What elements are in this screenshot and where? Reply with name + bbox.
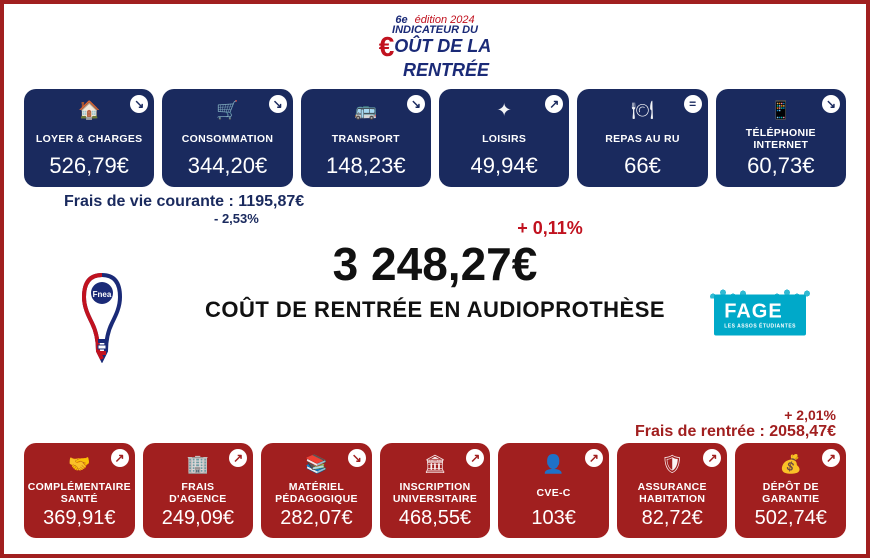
card-icon: 🛒 [216, 99, 238, 123]
header-logo: 6e édition 2024 INDICATEUR DU € OÛT DE L… [24, 14, 846, 81]
card-value: 468,55€ [399, 507, 471, 530]
bottom-cards-row: ↗ 🤝 COMPLÉMENTAIRE SANTÉ369,91€ ↗ 🏢 FRAIS D'A… [24, 443, 846, 538]
cost-card: ↘ 🚌 TRANSPORT148,23€ [301, 89, 431, 187]
top-cards-row: ↘ 🏠 LOYER & CHARGES526,79€ ↘ 🛒 CONSOMMATION34… [24, 89, 846, 187]
trend-badge: ↗ [111, 449, 129, 467]
cost-card: ↘ 📱 TÉLÉPHONIE INTERNET60,73€ [716, 89, 846, 187]
cost-card: ↘ 🏠 LOYER & CHARGES526,79€ [24, 89, 154, 187]
cost-card: ↗ 🏛 INSCRIPTION UNIVERSITAIRE468,55€ [380, 443, 491, 538]
card-value: 502,74€ [755, 507, 827, 530]
card-value: 369,91€ [43, 507, 115, 530]
card-label: CONSOMMATION [182, 127, 273, 151]
card-icon: 📚 [305, 453, 327, 477]
card-icon: 🏠 [78, 99, 100, 123]
fage-subtext: LES ASSOS ÉTUDIANTES [724, 323, 796, 329]
card-label: MATÉRIEL PÉDAGOGIQUE [275, 481, 358, 505]
trend-badge: ↗ [822, 449, 840, 467]
trend-badge: ↘ [269, 95, 287, 113]
euro-icon: € [379, 36, 395, 58]
trend-badge: ↘ [822, 95, 840, 113]
subtotal-top-label: Frais de vie courante : 1195,87€ [64, 193, 304, 210]
card-label: DÉPÔT DE GARANTIE [762, 481, 819, 505]
card-value: 344,20€ [188, 153, 268, 179]
subtotal-bottom-label: Frais de rentrée : 2058,47€ [635, 423, 836, 441]
header-indicator: INDICATEUR DU [24, 24, 846, 36]
card-value: 66€ [624, 153, 661, 179]
card-value: 148,23€ [326, 153, 406, 179]
card-icon: 🚌 [355, 99, 377, 123]
trend-badge: ↗ [229, 449, 247, 467]
cost-card: ↗ 💰 DÉPÔT DE GARANTIE502,74€ [735, 443, 846, 538]
card-value: 82,72€ [642, 507, 703, 530]
fage-logo: FAGE LES ASSOS ÉTUDIANTES [714, 294, 806, 335]
cost-card: ↘ 📚 MATÉRIEL PÉDAGOGIQUE282,07€ [261, 443, 372, 538]
trend-badge: ↗ [466, 449, 484, 467]
trend-badge: ↘ [407, 95, 425, 113]
card-icon: 🏛 [424, 453, 447, 477]
header-line2: € OÛT DE LA [379, 36, 492, 58]
card-value: 282,07€ [280, 507, 352, 530]
card-icon: 🍽 [631, 99, 654, 123]
trend-badge: = [684, 95, 702, 113]
card-value: 60,73€ [747, 153, 814, 179]
card-label: TRANSPORT [332, 127, 400, 151]
card-label: CVE-C [537, 481, 571, 505]
trend-badge: ↘ [130, 95, 148, 113]
header-line2-text: OÛT DE LA [394, 37, 491, 57]
card-value: 249,09€ [162, 507, 234, 530]
trend-badge: ↗ [703, 449, 721, 467]
total-value: 3 248,27€ [24, 237, 846, 291]
card-label: COMPLÉMENTAIRE SANTÉ [28, 481, 131, 505]
trend-badge: ↗ [585, 449, 603, 467]
header-line3: RENTRÉE [46, 61, 846, 81]
cost-card: ↗ 👤 CVE-C103€ [498, 443, 609, 538]
cost-card: ↗ ✦ LOISIRS49,94€ [439, 89, 569, 187]
card-icon: 🤝 [68, 453, 90, 477]
card-value: 49,94€ [471, 153, 538, 179]
trend-badge: ↗ [545, 95, 563, 113]
svg-text:Fnea: Fnea [93, 290, 112, 299]
trend-badge: ↘ [348, 449, 366, 467]
fage-text: FAGE [724, 300, 782, 322]
cost-card: ↗ 🛡 ASSURANCE HABITATION82,72€ [617, 443, 728, 538]
card-icon: 👤 [542, 453, 564, 477]
subtotal-bottom: + 2,01% Frais de rentrée : 2058,47€ [635, 407, 836, 441]
card-label: FRAIS D'AGENCE [169, 481, 226, 505]
cost-card: = 🍽 REPAS AU RU66€ [577, 89, 707, 187]
cost-card: ↗ 🏢 FRAIS D'AGENCE249,09€ [143, 443, 254, 538]
card-icon: 🏢 [187, 453, 209, 477]
card-label: LOYER & CHARGES [36, 127, 143, 151]
card-value: 103€ [531, 507, 576, 530]
card-label: TÉLÉPHONIE INTERNET [720, 127, 842, 151]
subtotal-bottom-pct: + 2,01% [635, 407, 836, 423]
infographic-frame: 6e édition 2024 INDICATEUR DU € OÛT DE L… [0, 0, 870, 558]
cost-card: ↗ 🤝 COMPLÉMENTAIRE SANTÉ369,91€ [24, 443, 135, 538]
card-label: REPAS AU RU [605, 127, 679, 151]
fnea-logo: Fnea [74, 267, 130, 363]
card-icon: 🛡 [661, 453, 684, 477]
card-icon: 💰 [780, 453, 802, 477]
total-pct: + 0,11% [517, 218, 583, 239]
card-icon: ✦ [497, 99, 512, 123]
card-icon: 📱 [770, 99, 792, 123]
card-label: INSCRIPTION UNIVERSITAIRE [393, 481, 477, 505]
card-label: LOISIRS [482, 127, 526, 151]
fage-badge: FAGE LES ASSOS ÉTUDIANTES [714, 294, 806, 335]
card-label: ASSURANCE HABITATION [638, 481, 707, 505]
card-value: 526,79€ [49, 153, 129, 179]
cost-card: ↘ 🛒 CONSOMMATION344,20€ [162, 89, 292, 187]
middle-section: Frais de vie courante : 1195,87€ - 2,53%… [24, 187, 846, 443]
